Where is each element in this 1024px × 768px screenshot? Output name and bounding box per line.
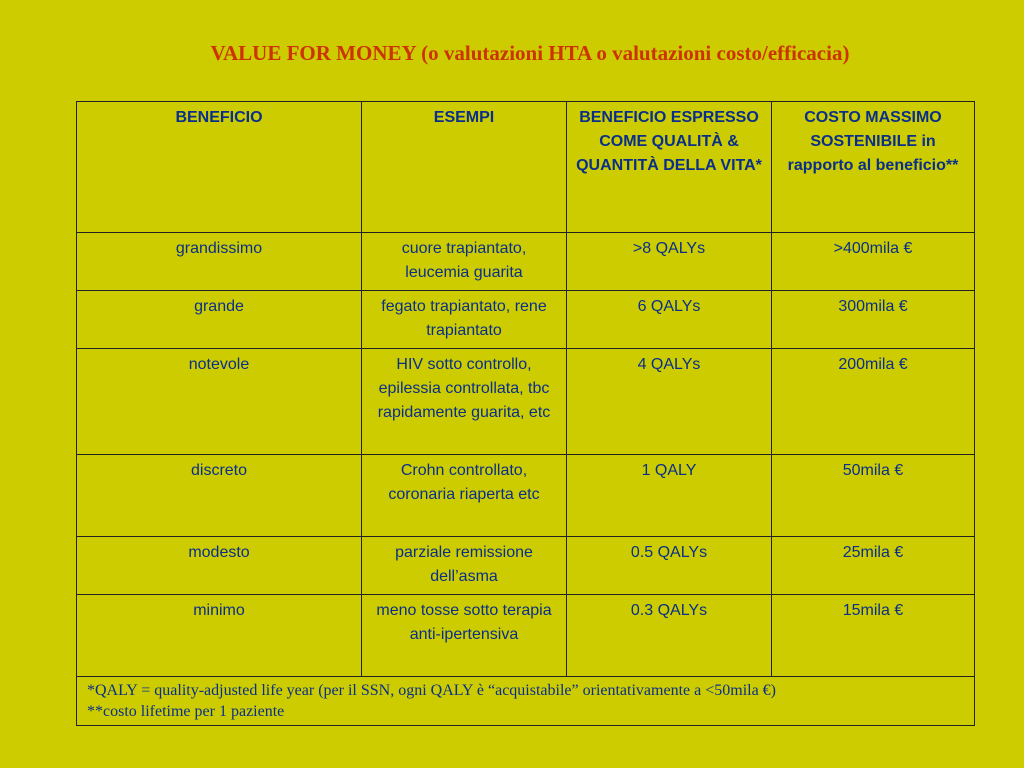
table-header-row: BENEFICIO ESEMPI BENEFICIO ESPRESSO COME… [76, 101, 975, 233]
cell-beneficio: grande [76, 290, 362, 349]
header-costo-massimo: COSTO MASSIMO SOSTENIBILE in rapporto al… [771, 101, 975, 233]
cell-qalys: >8 QALYs [566, 232, 772, 291]
footnote-costo-lifetime: **costo lifetime per 1 paziente [87, 703, 285, 720]
cell-costo: 25mila € [771, 536, 975, 595]
cell-costo: 50mila € [771, 454, 975, 537]
cell-qalys: 1 QALY [566, 454, 772, 537]
cell-esempi: Crohn controllato, coronaria riaperta et… [361, 454, 567, 537]
cell-qalys: 0.5 QALYs [566, 536, 772, 595]
cell-qalys: 0.3 QALYs [566, 594, 772, 677]
table-row: grandissimo cuore trapiantato, leucemia … [76, 232, 975, 291]
header-esempi: ESEMPI [361, 101, 567, 233]
cell-costo: >400mila € [771, 232, 975, 291]
cell-esempi: parziale remissione dell’asma [361, 536, 567, 595]
footnote-qaly: *QALY = quality-adjusted life year (per … [87, 682, 777, 699]
cell-esempi: meno tosse sotto terapia anti-ipertensiv… [361, 594, 567, 677]
cell-costo: 15mila € [771, 594, 975, 677]
cell-beneficio: notevole [76, 348, 362, 455]
cell-beneficio: grandissimo [76, 232, 362, 291]
cell-beneficio: minimo [76, 594, 362, 677]
table-row: discreto Crohn controllato, coronaria ri… [76, 454, 975, 537]
table-row: notevole HIV sotto controllo, epilessia … [76, 348, 975, 455]
cell-qalys: 4 QALYs [566, 348, 772, 455]
cell-beneficio: discreto [76, 454, 362, 537]
cell-esempi: cuore trapiantato, leucemia guarita [361, 232, 567, 291]
cell-qalys: 6 QALYs [566, 290, 772, 349]
header-beneficio: BENEFICIO [76, 101, 362, 233]
cell-beneficio: modesto [76, 536, 362, 595]
footnotes-cell: *QALY = quality-adjusted life year (per … [76, 676, 975, 726]
cell-esempi: fegato trapiantato, rene trapiantato [361, 290, 567, 349]
table-row: grande fegato trapiantato, rene trapiant… [76, 290, 975, 349]
cell-costo: 300mila € [771, 290, 975, 349]
cell-costo: 200mila € [771, 348, 975, 455]
table-row: minimo meno tosse sotto terapia anti-ipe… [76, 594, 975, 677]
table-row: modesto parziale remissione dell’asma 0.… [76, 536, 975, 595]
header-beneficio-qalys: BENEFICIO ESPRESSO COME QUALITÀ & QUANTI… [566, 101, 772, 233]
cell-esempi: HIV sotto controllo, epilessia controlla… [361, 348, 567, 455]
page-title: VALUE FOR MONEY (o valutazioni HTA o val… [210, 41, 850, 65]
value-for-money-table: BENEFICIO ESEMPI BENEFICIO ESPRESSO COME… [76, 101, 975, 726]
table-footnote-row: *QALY = quality-adjusted life year (per … [76, 676, 975, 726]
